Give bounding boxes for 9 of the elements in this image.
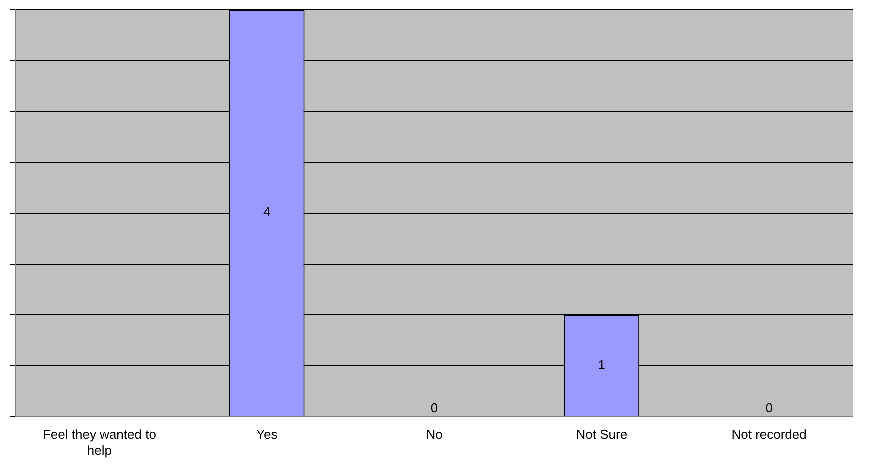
data-label: 4 (263, 204, 271, 220)
data-label: 0 (766, 400, 773, 416)
x-tick-label: Feel they wanted to help (42, 427, 156, 458)
x-tick-label: Not recorded (732, 427, 807, 442)
x-tick-label: No (426, 427, 443, 442)
data-label: 1 (598, 357, 606, 372)
data-label: 0 (430, 400, 438, 416)
x-tick-label: Not Sure (576, 427, 628, 442)
x-tick-label: Yes (256, 427, 278, 442)
